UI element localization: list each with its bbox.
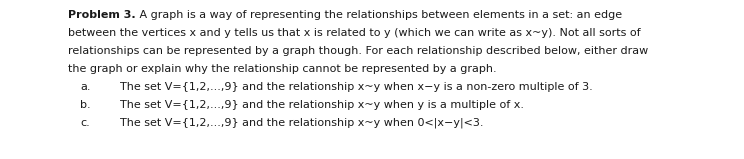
Text: The set V={1,2,...,9} and the relationship x~y when x−y is a non-zero multiple o: The set V={1,2,...,9} and the relationsh…: [120, 82, 593, 92]
Text: Problem 3.: Problem 3.: [68, 10, 135, 20]
Text: the graph or explain why the relationship cannot be represented by a graph.: the graph or explain why the relationshi…: [68, 64, 497, 74]
Text: a.: a.: [80, 82, 91, 92]
Text: The set V={1,2,...,9} and the relationship x~y when 0<|x−y|<3.: The set V={1,2,...,9} and the relationsh…: [120, 118, 484, 128]
Text: c.: c.: [80, 118, 90, 128]
Text: The set V={1,2,...,9} and the relationship x~y when y is a multiple of x.: The set V={1,2,...,9} and the relationsh…: [120, 100, 524, 110]
Text: b.: b.: [80, 100, 91, 110]
Text: A graph is a way of representing the relationships between elements in a set: an: A graph is a way of representing the rel…: [135, 10, 622, 20]
Text: between the vertices x and y tells us that x is related to y (which we can write: between the vertices x and y tells us th…: [68, 28, 641, 38]
Text: relationships can be represented by a graph though. For each relationship descri: relationships can be represented by a gr…: [68, 46, 648, 56]
